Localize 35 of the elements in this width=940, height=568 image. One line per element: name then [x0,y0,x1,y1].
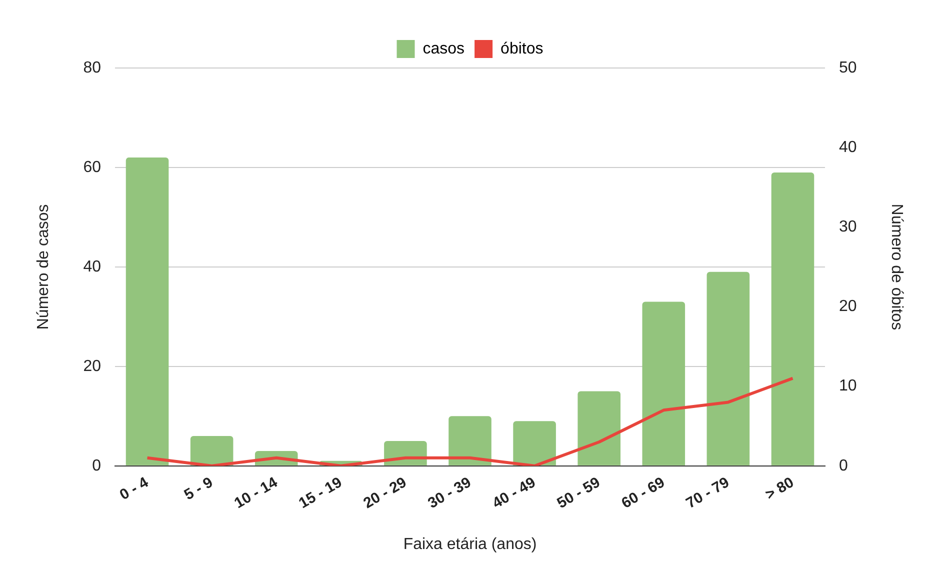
bar [448,416,492,466]
y-tick-label: 0 [92,457,102,474]
y2-tick-label: 50 [839,59,857,76]
x-tick-label: 40 - 49 [490,474,539,512]
bar [706,272,750,466]
x-tick-label: 60 - 69 [618,474,668,512]
y2-tick-label: 30 [839,218,857,236]
bar [126,158,169,466]
x-tick-label: 5 - 9 [181,474,216,504]
y2-tick-label: 40 [839,138,857,156]
x-tick-label: 30 - 39 [425,474,474,512]
bar [190,436,234,466]
x-tick-label: 0 - 4 [116,474,152,504]
y2-axis-title: Número de óbitos [888,204,905,330]
y-tick-label: 20 [83,358,102,375]
x-tick-label: 50 - 59 [554,474,604,512]
x-tick-label: 70 - 79 [683,474,732,512]
y-tick-label: 60 [83,158,102,176]
x-axis-title: Faixa etária (anos) [403,536,537,553]
bar [513,421,556,466]
legend-label: casos [422,40,465,58]
y2-tick-label: 0 [839,457,848,474]
x-tick-label: 10 - 14 [231,474,281,512]
y-tick-label: 80 [83,59,102,76]
x-tick-label: 15 - 19 [296,474,345,512]
x-tick-label: 20 - 29 [360,474,410,512]
y-tick-label: 40 [83,258,102,276]
y2-tick-label: 20 [839,298,857,316]
bar [578,391,620,466]
bar [642,302,686,466]
y-axis-title: Número de casos [35,204,52,330]
bar [771,172,814,466]
legend-label: óbitos [500,40,544,58]
y2-tick-label: 10 [839,378,857,395]
x-tick-label: > 80 [762,474,797,504]
